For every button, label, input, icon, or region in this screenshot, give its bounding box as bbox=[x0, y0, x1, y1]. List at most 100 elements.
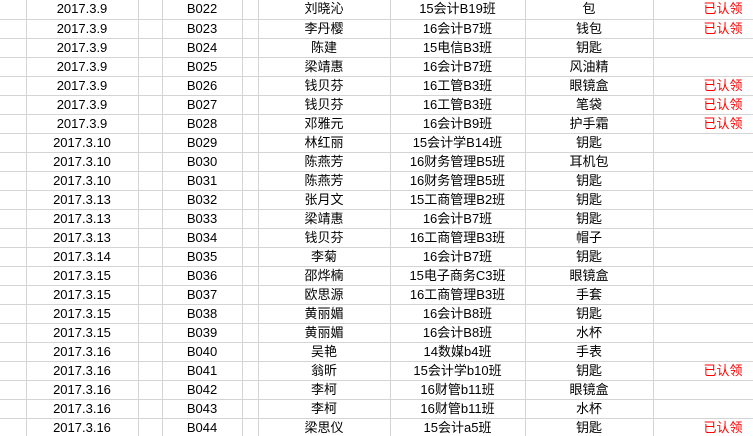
cell-status[interactable] bbox=[652, 322, 753, 343]
cell-empty[interactable] bbox=[0, 246, 27, 267]
cell-status[interactable] bbox=[652, 246, 753, 267]
cell-date[interactable]: 2017.3.9 bbox=[25, 75, 139, 96]
cell-id[interactable]: B026 bbox=[161, 75, 243, 96]
cell-class[interactable]: 16会计B8班 bbox=[389, 322, 526, 343]
cell-item[interactable]: 钥匙 bbox=[524, 189, 654, 210]
cell-item[interactable]: 钥匙 bbox=[524, 360, 654, 381]
cell-date[interactable]: 2017.3.13 bbox=[25, 189, 139, 210]
cell-date[interactable]: 2017.3.9 bbox=[25, 56, 139, 77]
cell-date[interactable]: 2017.3.9 bbox=[25, 0, 139, 20]
cell-date[interactable]: 2017.3.9 bbox=[25, 37, 139, 58]
cell-empty[interactable] bbox=[0, 284, 27, 305]
cell-class[interactable]: 16财管b11班 bbox=[389, 379, 526, 400]
cell-id[interactable]: B031 bbox=[161, 170, 243, 191]
cell-empty[interactable] bbox=[0, 37, 27, 58]
cell-empty[interactable] bbox=[241, 18, 259, 39]
cell-empty[interactable] bbox=[241, 75, 259, 96]
cell-status[interactable]: 已认领 bbox=[652, 18, 753, 39]
cell-empty[interactable] bbox=[137, 360, 163, 381]
cell-empty[interactable] bbox=[137, 75, 163, 96]
cell-empty[interactable] bbox=[241, 246, 259, 267]
cell-empty[interactable] bbox=[137, 56, 163, 77]
cell-empty[interactable] bbox=[241, 227, 259, 248]
cell-empty[interactable] bbox=[0, 189, 27, 210]
cell-id[interactable]: B035 bbox=[161, 246, 243, 267]
cell-empty[interactable] bbox=[0, 322, 27, 343]
cell-id[interactable]: B036 bbox=[161, 265, 243, 286]
cell-class[interactable]: 14数媒b4班 bbox=[389, 341, 526, 362]
cell-empty[interactable] bbox=[137, 379, 163, 400]
cell-item[interactable]: 手套 bbox=[524, 284, 654, 305]
cell-item[interactable]: 钥匙 bbox=[524, 417, 654, 436]
cell-empty[interactable] bbox=[241, 379, 259, 400]
cell-date[interactable]: 2017.3.10 bbox=[25, 132, 139, 153]
cell-item[interactable]: 钥匙 bbox=[524, 246, 654, 267]
cell-item[interactable]: 手表 bbox=[524, 341, 654, 362]
cell-item[interactable]: 帽子 bbox=[524, 227, 654, 248]
cell-empty[interactable] bbox=[137, 0, 163, 20]
cell-empty[interactable] bbox=[241, 284, 259, 305]
cell-date[interactable]: 2017.3.13 bbox=[25, 208, 139, 229]
cell-date[interactable]: 2017.3.14 bbox=[25, 246, 139, 267]
cell-status[interactable] bbox=[652, 227, 753, 248]
cell-class[interactable]: 15会计B19班 bbox=[389, 0, 526, 20]
cell-date[interactable]: 2017.3.16 bbox=[25, 417, 139, 436]
cell-name[interactable]: 邓雅元 bbox=[257, 113, 391, 134]
cell-empty[interactable] bbox=[0, 265, 27, 286]
cell-item[interactable]: 风油精 bbox=[524, 56, 654, 77]
cell-empty[interactable] bbox=[241, 0, 259, 20]
cell-id[interactable]: B041 bbox=[161, 360, 243, 381]
cell-id[interactable]: B023 bbox=[161, 18, 243, 39]
cell-status[interactable]: 已认领 bbox=[652, 360, 753, 381]
cell-id[interactable]: B033 bbox=[161, 208, 243, 229]
cell-name[interactable]: 钱贝芬 bbox=[257, 227, 391, 248]
cell-date[interactable]: 2017.3.15 bbox=[25, 322, 139, 343]
cell-empty[interactable] bbox=[137, 398, 163, 419]
cell-status[interactable] bbox=[652, 284, 753, 305]
cell-name[interactable]: 陈建 bbox=[257, 37, 391, 58]
cell-class[interactable]: 16会计B7班 bbox=[389, 18, 526, 39]
cell-name[interactable]: 钱贝芬 bbox=[257, 94, 391, 115]
cell-name[interactable]: 刘晓沁 bbox=[257, 0, 391, 20]
cell-name[interactable]: 黄丽媚 bbox=[257, 322, 391, 343]
cell-name[interactable]: 陈燕芳 bbox=[257, 151, 391, 172]
cell-empty[interactable] bbox=[241, 341, 259, 362]
cell-date[interactable]: 2017.3.9 bbox=[25, 94, 139, 115]
cell-item[interactable]: 眼镜盒 bbox=[524, 265, 654, 286]
cell-date[interactable]: 2017.3.9 bbox=[25, 18, 139, 39]
cell-empty[interactable] bbox=[241, 398, 259, 419]
cell-name[interactable]: 李柯 bbox=[257, 398, 391, 419]
cell-date[interactable]: 2017.3.13 bbox=[25, 227, 139, 248]
cell-empty[interactable] bbox=[241, 56, 259, 77]
cell-status[interactable] bbox=[652, 37, 753, 58]
cell-empty[interactable] bbox=[0, 360, 27, 381]
cell-status[interactable] bbox=[652, 265, 753, 286]
cell-class[interactable]: 15电子商务C3班 bbox=[389, 265, 526, 286]
cell-id[interactable]: B030 bbox=[161, 151, 243, 172]
cell-id[interactable]: B037 bbox=[161, 284, 243, 305]
cell-class[interactable]: 15会计学b10班 bbox=[389, 360, 526, 381]
cell-item[interactable]: 钱包 bbox=[524, 18, 654, 39]
cell-status[interactable] bbox=[652, 341, 753, 362]
cell-class[interactable]: 16会计B7班 bbox=[389, 246, 526, 267]
cell-empty[interactable] bbox=[0, 208, 27, 229]
cell-empty[interactable] bbox=[241, 360, 259, 381]
cell-name[interactable]: 梁靖惠 bbox=[257, 208, 391, 229]
cell-empty[interactable] bbox=[241, 189, 259, 210]
cell-empty[interactable] bbox=[0, 341, 27, 362]
cell-item[interactable]: 钥匙 bbox=[524, 132, 654, 153]
cell-date[interactable]: 2017.3.16 bbox=[25, 379, 139, 400]
cell-item[interactable]: 包 bbox=[524, 0, 654, 20]
cell-name[interactable]: 陈燕芳 bbox=[257, 170, 391, 191]
cell-class[interactable]: 16会计B7班 bbox=[389, 56, 526, 77]
cell-name[interactable]: 张月文 bbox=[257, 189, 391, 210]
cell-item[interactable]: 眼镜盒 bbox=[524, 379, 654, 400]
cell-class[interactable]: 16工管B3班 bbox=[389, 75, 526, 96]
cell-empty[interactable] bbox=[0, 303, 27, 324]
cell-id[interactable]: B027 bbox=[161, 94, 243, 115]
cell-empty[interactable] bbox=[137, 189, 163, 210]
cell-empty[interactable] bbox=[0, 170, 27, 191]
cell-id[interactable]: B028 bbox=[161, 113, 243, 134]
cell-item[interactable]: 水杯 bbox=[524, 398, 654, 419]
cell-id[interactable]: B042 bbox=[161, 379, 243, 400]
